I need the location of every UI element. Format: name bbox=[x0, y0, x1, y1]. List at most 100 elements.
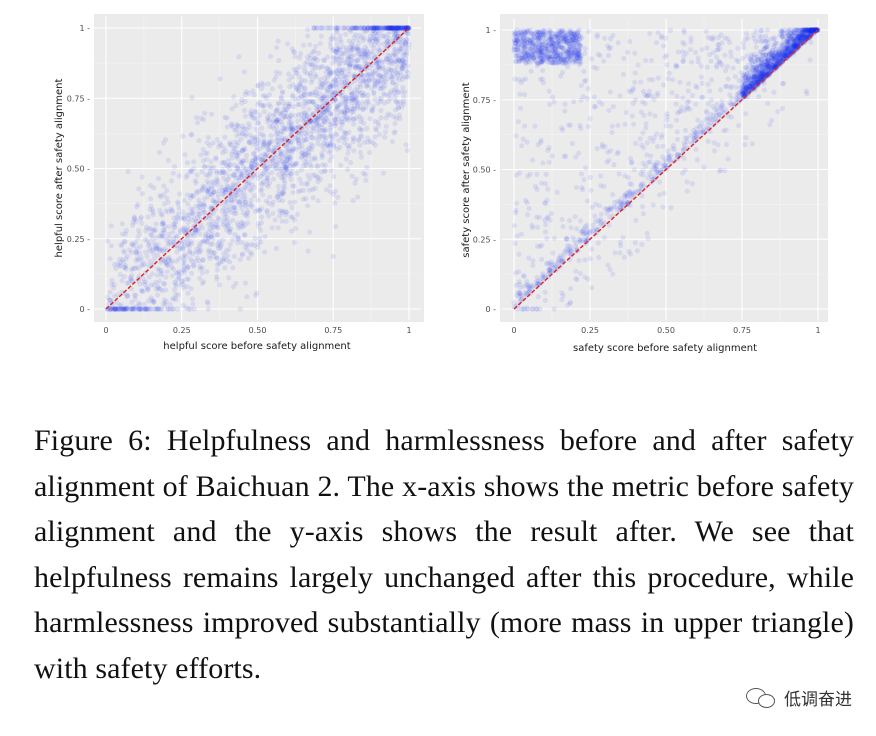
data-point bbox=[349, 95, 355, 101]
data-point bbox=[798, 32, 804, 38]
data-point bbox=[213, 206, 219, 212]
data-point bbox=[762, 62, 769, 69]
data-point bbox=[324, 88, 331, 94]
data-point bbox=[753, 79, 759, 85]
data-point bbox=[357, 104, 364, 110]
data-point bbox=[180, 246, 186, 252]
data-point bbox=[247, 201, 253, 207]
data-point bbox=[755, 74, 762, 80]
data-point bbox=[146, 240, 152, 246]
data-point bbox=[578, 171, 585, 177]
data-point bbox=[768, 66, 774, 73]
data-point bbox=[264, 166, 270, 172]
data-point bbox=[568, 46, 574, 53]
data-point bbox=[178, 215, 184, 221]
data-point bbox=[530, 51, 536, 57]
data-point bbox=[520, 35, 526, 41]
data-point bbox=[378, 115, 384, 121]
data-point bbox=[168, 259, 175, 266]
data-point bbox=[615, 122, 621, 129]
data-point bbox=[112, 306, 118, 312]
data-point bbox=[542, 229, 549, 235]
data-point bbox=[381, 25, 388, 31]
data-point bbox=[255, 220, 262, 227]
data-point bbox=[270, 199, 276, 205]
data-point bbox=[577, 270, 584, 277]
data-point bbox=[627, 38, 633, 45]
data-point bbox=[142, 228, 149, 234]
data-point bbox=[312, 64, 318, 71]
data-point bbox=[799, 33, 806, 39]
data-point bbox=[249, 241, 255, 248]
data-point bbox=[249, 164, 255, 170]
data-point bbox=[805, 27, 811, 33]
data-point bbox=[243, 152, 250, 158]
data-point bbox=[701, 164, 707, 170]
data-point bbox=[802, 34, 808, 40]
data-point bbox=[796, 42, 802, 48]
data-point bbox=[798, 38, 804, 44]
data-point bbox=[769, 52, 776, 58]
data-point bbox=[335, 116, 341, 122]
data-point bbox=[766, 66, 772, 72]
data-point bbox=[171, 224, 177, 230]
data-point bbox=[332, 117, 338, 123]
data-point bbox=[302, 86, 308, 92]
data-point bbox=[170, 235, 177, 242]
helpful-scatter-plot: 0 0.25 0.50 0.75 1 0 -0.25 -0.50 -0.75 -1 - … bbox=[0, 0, 440, 362]
data-point bbox=[785, 36, 791, 42]
data-point bbox=[382, 134, 388, 140]
data-point bbox=[551, 99, 557, 105]
data-point bbox=[546, 30, 552, 36]
data-point bbox=[566, 54, 572, 60]
data-point bbox=[281, 107, 287, 113]
data-point bbox=[329, 136, 336, 142]
data-point bbox=[255, 175, 261, 181]
data-point bbox=[675, 155, 681, 161]
data-point bbox=[684, 179, 690, 185]
data-point bbox=[569, 34, 575, 40]
data-point bbox=[805, 34, 811, 40]
data-point bbox=[389, 25, 396, 31]
data-point bbox=[280, 208, 287, 214]
data-point bbox=[176, 273, 183, 279]
data-point bbox=[252, 136, 258, 143]
data-point bbox=[401, 60, 407, 66]
data-point bbox=[513, 210, 519, 216]
data-point bbox=[779, 53, 785, 60]
data-point bbox=[314, 123, 320, 129]
data-point bbox=[104, 306, 110, 312]
data-point bbox=[358, 132, 364, 138]
data-point bbox=[799, 32, 805, 39]
data-point bbox=[739, 79, 745, 86]
data-point bbox=[403, 36, 410, 43]
data-point bbox=[583, 77, 589, 83]
data-point bbox=[533, 46, 539, 52]
data-point bbox=[205, 300, 211, 306]
data-point bbox=[804, 31, 811, 37]
data-point bbox=[275, 161, 281, 167]
data-point bbox=[231, 195, 238, 201]
data-point bbox=[533, 279, 539, 285]
data-point bbox=[747, 86, 753, 92]
data-point bbox=[139, 190, 146, 197]
data-point bbox=[357, 51, 363, 57]
data-point bbox=[760, 62, 766, 68]
data-point bbox=[799, 27, 806, 33]
data-point bbox=[644, 152, 650, 158]
data-point bbox=[204, 156, 210, 162]
data-point bbox=[763, 38, 769, 44]
data-point bbox=[638, 183, 644, 190]
data-point bbox=[763, 55, 769, 61]
data-point bbox=[213, 156, 219, 162]
data-point bbox=[386, 25, 392, 31]
data-point bbox=[383, 25, 389, 31]
data-point bbox=[695, 59, 701, 65]
data-point bbox=[528, 37, 535, 43]
data-point bbox=[136, 306, 142, 312]
data-point bbox=[121, 306, 127, 312]
data-point bbox=[626, 248, 632, 255]
data-point bbox=[589, 246, 595, 252]
data-point bbox=[302, 151, 309, 157]
data-point bbox=[807, 28, 814, 34]
